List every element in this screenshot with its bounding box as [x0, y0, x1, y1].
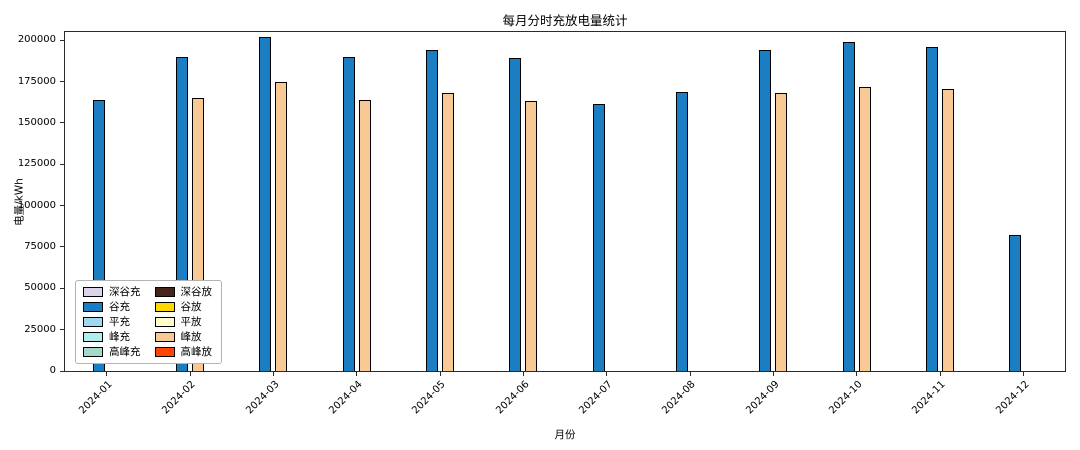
bar-谷充-2024-06	[509, 57, 522, 371]
legend-swatch	[154, 302, 175, 312]
legend-column-charge: 深谷充谷充平充峰充高峰充	[83, 286, 141, 358]
legend-label: 深谷充	[109, 286, 141, 298]
x-tick-label: 2024-04	[327, 379, 365, 417]
legend-label: 高峰放	[180, 346, 213, 358]
y-tick	[60, 163, 65, 165]
y-tick	[60, 39, 65, 41]
legend-swatch	[83, 317, 103, 327]
y-tick	[60, 287, 65, 289]
bar-峰放-2024-09	[775, 93, 788, 371]
x-tick	[106, 371, 108, 376]
legend-label: 深谷放	[180, 286, 213, 298]
bar-谷充-2024-08	[676, 92, 688, 371]
y-tick-label: 150000	[17, 116, 56, 128]
y-tick	[60, 122, 65, 124]
plot-area: 电量/kWh 深谷充 谷充 平充 峰充 高峰充 深谷放 谷放 平放 峰放 高峰放 0 25000 5…	[14, 31, 1066, 416]
x-tick-label: 2024-06	[493, 379, 532, 417]
legend-label: 谷放	[180, 301, 202, 313]
legend-label: 峰充	[109, 331, 130, 343]
legend-item-高峰放: 高峰放	[154, 346, 213, 358]
x-tick	[439, 371, 441, 376]
x-tick	[939, 371, 941, 376]
legend-swatch	[154, 317, 175, 327]
legend-label: 高峰充	[109, 346, 141, 358]
bar-峰放-2024-10	[858, 86, 871, 371]
x-tick	[272, 371, 274, 376]
y-tick-label: 100000	[17, 199, 56, 211]
x-tick-label: 2024-08	[660, 379, 698, 417]
x-tick-label: 2024-05	[410, 379, 448, 417]
legend-swatch	[83, 287, 103, 297]
x-tick-label: 2024-03	[243, 379, 282, 417]
legend-swatch	[154, 287, 175, 297]
legend-label: 平放	[180, 316, 202, 328]
legend-swatch	[83, 302, 103, 312]
y-tick-label: 200000	[17, 34, 56, 46]
bar-谷充-2024-11	[926, 46, 938, 371]
x-tick-label: 2024-12	[993, 379, 1032, 417]
x-tick	[356, 371, 358, 376]
bar-峰放-2024-03	[275, 81, 288, 371]
legend-label: 平充	[109, 316, 130, 328]
y-tick-label: 0	[49, 365, 56, 376]
x-axis-label: 月份	[554, 429, 576, 441]
legend-label: 峰放	[180, 331, 202, 343]
legend-label: 谷充	[109, 301, 130, 313]
x-tick-label: 2024-07	[577, 379, 615, 417]
bar-峰放-2024-04	[358, 99, 371, 371]
x-tick-label: 2024-09	[743, 379, 782, 417]
legend-swatch	[83, 347, 103, 357]
x-tick	[856, 371, 858, 376]
legend-item-高峰充: 高峰充	[83, 346, 141, 358]
legend-item-深谷充: 深谷充	[83, 286, 141, 298]
y-tick	[60, 205, 65, 207]
x-tick	[772, 371, 774, 376]
x-tick	[689, 371, 691, 376]
y-tick-label: 175000	[17, 75, 56, 87]
x-tick	[606, 371, 608, 376]
x-tick	[1022, 371, 1024, 376]
legend-swatch	[154, 347, 175, 357]
bar-谷充-2024-05	[426, 50, 438, 371]
bar-谷充-2024-09	[759, 50, 772, 371]
legend-item-平充: 平充	[83, 316, 141, 328]
legend-swatch	[83, 332, 103, 342]
y-tick-label: 50000	[24, 282, 56, 294]
x-tick-label: 2024-01	[77, 379, 115, 417]
legend-item-深谷放: 深谷放	[154, 286, 213, 298]
y-tick-label: 25000	[24, 323, 56, 335]
bar-峰放-2024-11	[942, 89, 954, 371]
chart-title: 每月分时充放电量统计	[502, 13, 628, 28]
legend-column-discharge: 深谷放谷放平放峰放高峰放	[154, 286, 213, 358]
y-tick	[60, 329, 65, 331]
legend-item-谷放: 谷放	[154, 301, 213, 313]
y-tick-label: 75000	[24, 240, 56, 252]
legend-swatch	[154, 332, 175, 342]
bar-谷充-2024-04	[342, 56, 355, 371]
x-tick-label: 2024-10	[827, 379, 865, 417]
y-tick	[60, 81, 65, 83]
bar-谷充-2024-12	[1009, 235, 1022, 371]
legend: 深谷充谷充平充峰充高峰充 深谷放谷放平放峰放高峰放	[75, 280, 222, 364]
legend-item-峰充: 峰充	[83, 331, 141, 343]
y-tick	[60, 370, 65, 372]
bar-峰放-2024-06	[525, 100, 538, 371]
legend-item-平放: 平放	[154, 316, 213, 328]
bar-峰放-2024-05	[442, 93, 454, 371]
y-tick-label: 125000	[17, 158, 56, 170]
bar-谷充-2024-07	[592, 103, 605, 371]
y-tick	[60, 246, 65, 248]
bar-谷充-2024-10	[842, 41, 855, 371]
legend-item-谷充: 谷充	[83, 301, 141, 313]
x-tick-label: 2024-11	[910, 379, 948, 417]
x-tick-label: 2024-02	[160, 379, 198, 417]
x-tick	[189, 371, 191, 376]
legend-item-峰放: 峰放	[154, 331, 213, 343]
bar-谷充-2024-03	[259, 36, 272, 371]
x-tick	[522, 371, 524, 376]
